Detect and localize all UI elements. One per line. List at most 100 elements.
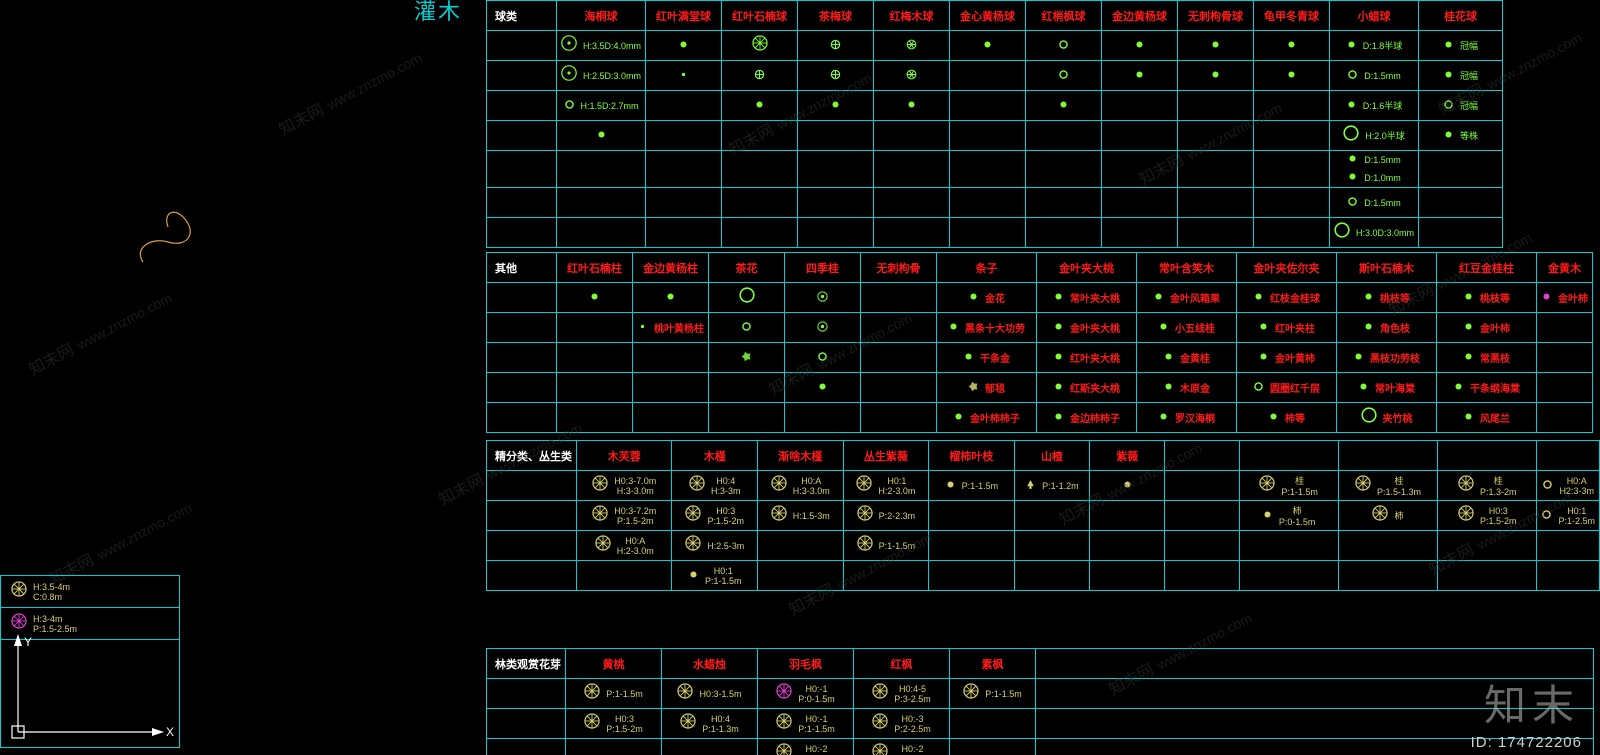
dot-icon — [1053, 379, 1064, 397]
table-cell — [646, 151, 722, 188]
cell-label: H:3.0D:3.0mm — [1356, 228, 1414, 238]
table-cell — [798, 31, 874, 61]
table-cell — [557, 151, 646, 188]
table-cell: 冠幅 — [1419, 91, 1503, 121]
cross-circle-icon — [830, 67, 841, 85]
t3: 精分类、丛生类木芙蓉木槿渐啥木槿丛生紫薇榴柿叶枝山楂紫薇H0:3-7.0mH:3… — [486, 440, 1600, 591]
table-cell: 桃枝等 — [1337, 283, 1437, 313]
col-header: 四季桂 — [785, 253, 861, 283]
table-cell — [1254, 61, 1330, 91]
table-cell — [1165, 501, 1239, 531]
cloud-icon — [968, 379, 979, 397]
table-cell — [861, 313, 937, 343]
col-header: 羽毛枫 — [758, 649, 854, 679]
row-stub — [487, 61, 557, 91]
big-circle-icon — [561, 35, 577, 56]
cell-label: 金黄桂 — [1180, 350, 1210, 365]
table-cell — [646, 121, 722, 151]
wheel-icon — [677, 683, 693, 704]
cell-label: 红斯夹大桃 — [1070, 380, 1120, 395]
table-cell — [929, 531, 1014, 561]
dot-icon — [1210, 37, 1221, 55]
dot-icon — [1346, 97, 1357, 115]
table-cell — [1014, 531, 1090, 561]
table-cell — [1537, 561, 1600, 591]
table-cell — [1026, 91, 1102, 121]
dot-icon — [1443, 67, 1454, 85]
row-stub — [487, 343, 557, 373]
table-cell: 桂P:1-1.5m — [1239, 471, 1338, 501]
cell-label: H0:-1P:1-1.5m — [798, 714, 835, 734]
dot-icon — [1443, 127, 1454, 145]
table-cell — [633, 403, 709, 433]
cell-label: H0:1H:2-3.0m — [878, 476, 915, 496]
col-header: 桂花球 — [1419, 1, 1503, 31]
cell-label: 金叶柿柿子 — [970, 410, 1020, 425]
table-cell — [1026, 61, 1102, 91]
wheel-icon — [689, 475, 705, 496]
svg-text:X: X — [166, 725, 174, 739]
table-cell — [1254, 218, 1330, 248]
table-cell — [1254, 151, 1330, 188]
cell-label: H:2.0半球 — [1365, 129, 1405, 142]
table-cell — [722, 31, 798, 61]
cell-label: H0:3P:1.5-2m — [606, 714, 643, 734]
table-cell: 桃叶黄杨柱 — [633, 313, 709, 343]
ring-icon — [741, 319, 752, 337]
table-cell — [1537, 373, 1593, 403]
wheel-icon — [1259, 475, 1275, 496]
table-cell: H0:3P:1.5-2m — [672, 501, 758, 531]
table-cell — [785, 283, 861, 313]
row-stub — [487, 218, 557, 248]
dot-icon — [963, 349, 974, 367]
tiny-icon — [678, 67, 689, 85]
table-cell — [950, 188, 1026, 218]
cell-label: 常叶夹大桃 — [1070, 290, 1120, 305]
cell-label: 金叶风箱果 — [1170, 290, 1220, 305]
table-cell: H0:3-7.0mH:3-3.0m — [577, 471, 672, 501]
table-cell: H0:4H:3-3m — [672, 471, 758, 501]
wheel-icon — [776, 743, 792, 755]
cell-label: D:1.8半球 — [1363, 39, 1403, 52]
cell-label: 桂P:1.5-1.3m — [1377, 474, 1421, 497]
cell-label: 木原金 — [1180, 380, 1210, 395]
cell-label: 桂P:1.3-2m — [1480, 474, 1517, 497]
table-cell: 桂P:1.3-2m — [1438, 471, 1537, 501]
cell-label: 常黑枝 — [1480, 350, 1510, 365]
col-header: 红豆金桂柱 — [1437, 253, 1537, 283]
table-cell — [798, 91, 874, 121]
t2: 其他红叶石楠柱金边黄杨柱茶花四季桂无刺枸骨条子金叶夹大桃常叶含笑木金叶夹佐尔夹斯… — [486, 252, 1593, 433]
wheel-icon — [11, 581, 27, 602]
table-cell — [1438, 561, 1537, 591]
table-cell: 角色枝 — [1337, 313, 1437, 343]
table-cell — [557, 121, 646, 151]
table-cell: 金边柿柿子 — [1037, 403, 1137, 433]
dot-icon — [1363, 319, 1374, 337]
dot-icon — [1541, 289, 1552, 307]
table-cell: D:1.6半球 — [1330, 91, 1419, 121]
table-cell: H0:-2P:1.5-2m — [854, 739, 950, 755]
dot-icon — [1153, 289, 1164, 307]
dot-icon — [1463, 319, 1474, 337]
table-cell — [950, 151, 1026, 188]
table-cell — [1102, 31, 1178, 61]
dot-icon — [1210, 67, 1221, 85]
ring-icon — [1443, 97, 1454, 115]
table-cell: H:3.0D:3.0mm — [1330, 218, 1419, 248]
table-cell — [1090, 471, 1165, 501]
table-cell: H:2.0半球 — [1330, 121, 1419, 151]
wheel-icon — [963, 683, 979, 704]
cell-label: H0:AH2:3-3m — [1559, 476, 1594, 496]
cell-label: 柿 — [1394, 509, 1403, 522]
table-cell: 小五线桂 — [1137, 313, 1237, 343]
dot-icon — [1353, 349, 1364, 367]
table-cell — [950, 31, 1026, 61]
wheel-icon — [1372, 505, 1388, 526]
table-cell — [1026, 31, 1102, 61]
table-cell — [1338, 531, 1437, 561]
cell-label: H0:3-1.5m — [699, 689, 741, 699]
cell-label: H:2.5D:3.0mm — [583, 71, 641, 81]
table-cell — [722, 218, 798, 248]
table-cell: 木原金 — [1137, 373, 1237, 403]
cell-label: H0:4H:3-3m — [711, 476, 741, 496]
